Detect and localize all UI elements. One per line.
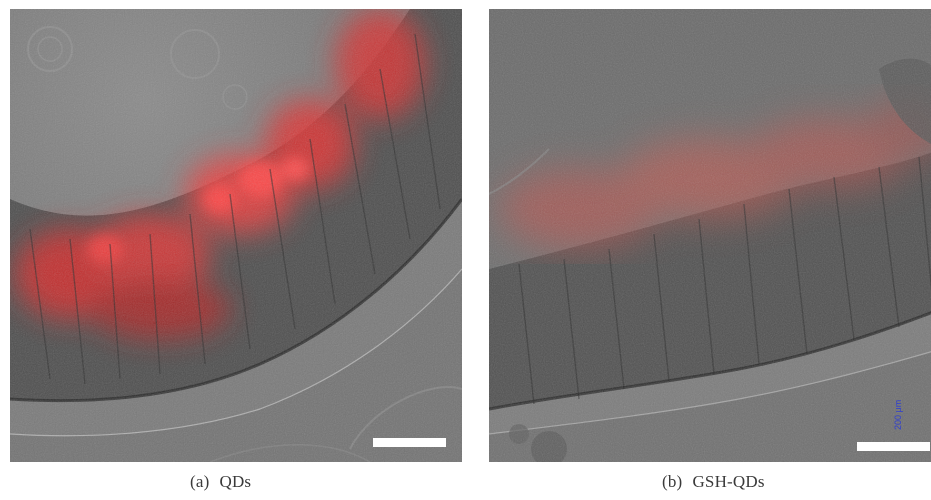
- scale-bar-a: [373, 438, 446, 447]
- micrograph-panel-qds: [10, 9, 462, 462]
- caption-label-a: QDs: [219, 472, 252, 491]
- micrograph-gsh-qds-image: [489, 9, 931, 462]
- caption-qds: (a) QDs: [190, 472, 251, 492]
- caption-sublabel-b: (b): [662, 472, 683, 491]
- caption-sublabel-a: (a): [190, 472, 210, 491]
- caption-gsh-qds: (b) GSH-QDs: [662, 472, 765, 492]
- scale-bar-b: [857, 442, 930, 451]
- scale-bar-label-b: 200 μm: [893, 399, 903, 430]
- micrograph-panel-gsh-qds: [489, 9, 931, 462]
- micrograph-qds-image: [10, 9, 462, 462]
- caption-label-b: GSH-QDs: [692, 472, 765, 491]
